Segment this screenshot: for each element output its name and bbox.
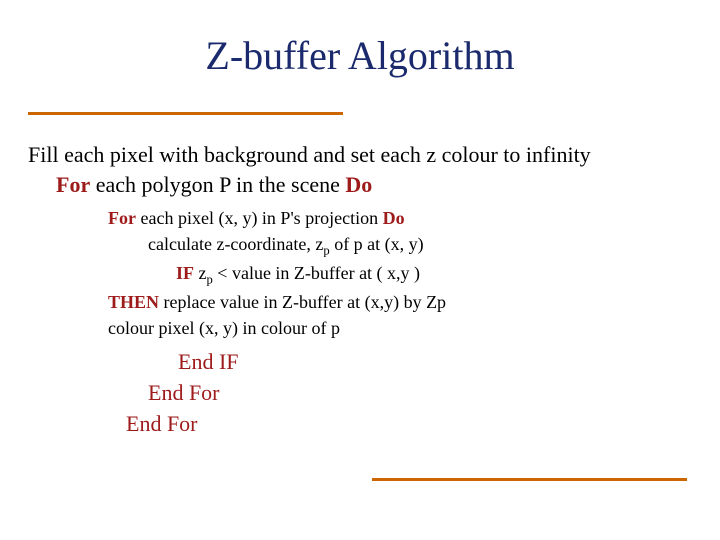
keyword-end-for-1: End For bbox=[148, 380, 220, 405]
keyword-if: IF bbox=[176, 263, 194, 283]
keyword-then: THEN bbox=[108, 292, 159, 312]
end-for-outer: End For bbox=[28, 409, 692, 440]
line-2: For each polygon P in the scene Do bbox=[28, 170, 692, 200]
slide: Z-buffer Algorithm Fill each pixel with … bbox=[0, 0, 720, 540]
line-3-text: each pixel (x, y) in P's projection bbox=[136, 208, 383, 228]
line-4b: of p at (x, y) bbox=[330, 234, 424, 254]
line-2-text: each polygon P in the scene bbox=[90, 172, 345, 197]
line-5b: < value in Z-buffer at ( x,y ) bbox=[213, 263, 420, 283]
slide-title: Z-buffer Algorithm bbox=[0, 32, 720, 79]
line-5a: z bbox=[194, 263, 207, 283]
bottom-orange-rule bbox=[372, 478, 687, 481]
keyword-do-inner: Do bbox=[383, 208, 405, 228]
line-1: Fill each pixel with background and set … bbox=[28, 140, 692, 170]
end-for-inner: End For bbox=[28, 378, 692, 409]
keyword-for: For bbox=[56, 172, 90, 197]
keyword-end-for-2: End For bbox=[126, 411, 198, 436]
line-6: THEN replace value in Z-buffer at (x,y) … bbox=[28, 289, 692, 315]
line-4a: calculate z-coordinate, z bbox=[148, 234, 323, 254]
end-if: End IF bbox=[28, 347, 692, 378]
algorithm-body: Fill each pixel with background and set … bbox=[28, 140, 692, 440]
line-5: IF zp < value in Z-buffer at ( x,y ) bbox=[28, 260, 692, 289]
line-6-text: replace value in Z-buffer at (x,y) by Zp bbox=[159, 292, 446, 312]
keyword-do: Do bbox=[345, 172, 372, 197]
keyword-for-inner: For bbox=[108, 208, 136, 228]
line-3: For each pixel (x, y) in P's projection … bbox=[28, 205, 692, 231]
line-7: colour pixel (x, y) in colour of p bbox=[28, 315, 692, 341]
keyword-end-if: End IF bbox=[178, 349, 239, 374]
line-4: calculate z-coordinate, zp of p at (x, y… bbox=[28, 231, 692, 260]
top-orange-rule bbox=[28, 112, 343, 115]
